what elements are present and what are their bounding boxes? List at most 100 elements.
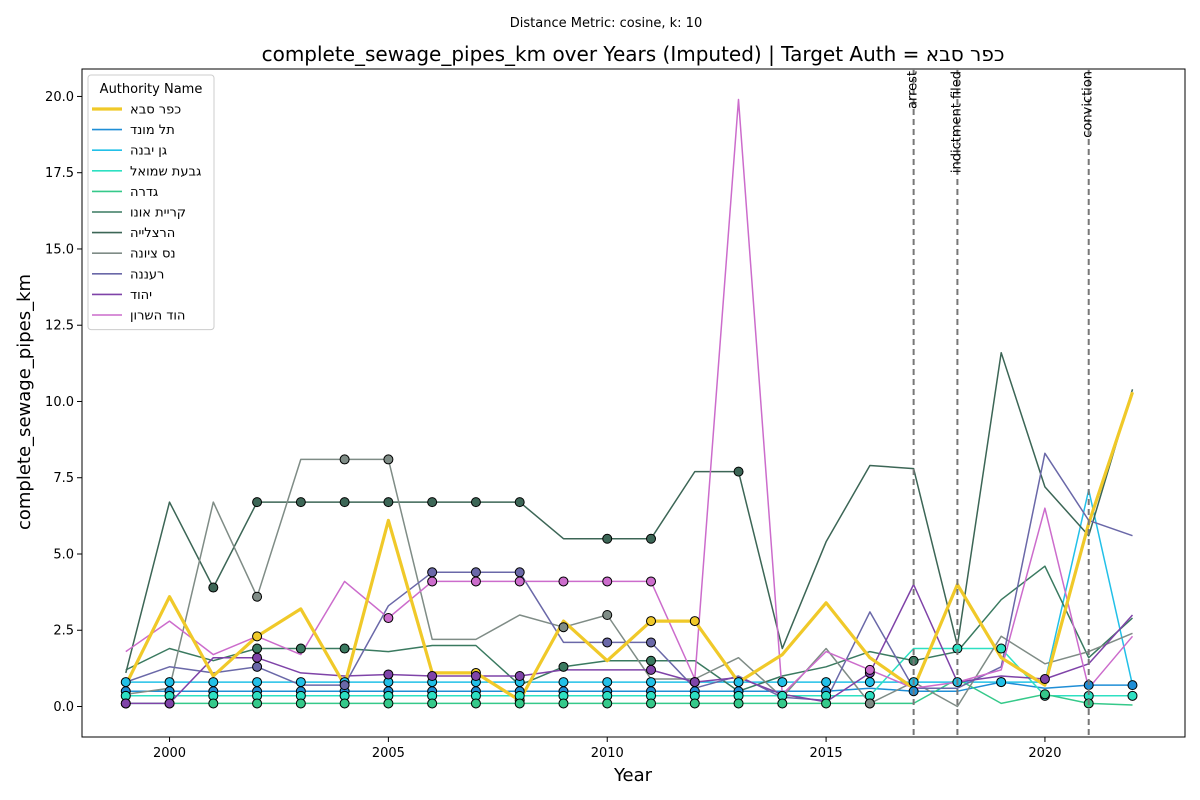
y-tick-label: 15.0: [45, 242, 74, 257]
imputed-point: [208, 698, 219, 709]
legend-entry: קריית אונו: [130, 206, 186, 221]
imputed-point: [470, 497, 481, 508]
imputed-point: [295, 497, 306, 508]
y-tick-label: 17.5: [45, 166, 74, 181]
legend-entry: גדרה: [130, 185, 158, 200]
legend-entry: נס ציונה: [130, 247, 176, 262]
event-label: arrest: [906, 71, 921, 109]
imputed-point: [733, 677, 744, 688]
imputed-point: [733, 698, 744, 709]
imputed-point: [646, 655, 657, 666]
imputed-point: [777, 677, 788, 688]
imputed-point: [427, 497, 438, 508]
legend-title: Authority Name: [100, 82, 203, 97]
series-line-11: [125, 98, 1134, 696]
legend-entry: הרצלייה: [130, 226, 175, 241]
series-line-6: [125, 565, 1134, 692]
imputed-point: [252, 661, 263, 672]
imputed-point: [602, 609, 613, 620]
legend-entry: כפר סבא: [130, 103, 181, 118]
imputed-point: [339, 698, 350, 709]
imputed-point: [821, 698, 832, 709]
chart-title: complete_sewage_pipes_km over Years (Imp…: [262, 42, 1005, 66]
plot-area: 2000 2005 2010 2015 2020 0.0 2.5 5.0 7.5 10.0 12.5…: [45, 68, 1186, 761]
imputed-point: [864, 664, 875, 675]
imputed-point: [689, 698, 700, 709]
y-tick-label: 2.5: [53, 624, 74, 639]
imputed-point: [295, 643, 306, 654]
imputed-point: [1039, 674, 1050, 685]
imputed-point: [602, 698, 613, 709]
imputed-point: [514, 670, 525, 681]
imputed-point: [646, 533, 657, 544]
imputed-point: [558, 698, 569, 709]
imputed-point: [427, 698, 438, 709]
event-label: indictment filed: [949, 71, 964, 173]
y-tick-label: 7.5: [53, 471, 74, 486]
imputed-point: [1127, 690, 1138, 701]
legend-entry: הוד השרון: [130, 309, 185, 324]
x-tick-label: 2000: [153, 746, 186, 761]
imputed-point: [646, 664, 657, 675]
imputed-point: [514, 497, 525, 508]
imputed-point: [864, 698, 875, 709]
imputed-point: [864, 677, 875, 688]
imputed-point: [295, 677, 306, 688]
imputed-point: [252, 643, 263, 654]
imputed-point: [120, 677, 131, 688]
imputed-point: [252, 497, 263, 508]
series-line-10: [125, 583, 1134, 705]
imputed-point: [996, 677, 1007, 688]
axes-frame: [81, 68, 1186, 738]
imputed-point: [208, 582, 219, 593]
x-tick-label: 2015: [810, 746, 843, 761]
imputed-point: [470, 670, 481, 681]
imputed-point: [558, 661, 569, 672]
y-axis-label: complete_sewage_pipes_km: [14, 274, 35, 530]
imputed-point: [777, 698, 788, 709]
imputed-point: [339, 497, 350, 508]
imputed-point: [164, 677, 175, 688]
imputed-point: [996, 643, 1007, 654]
imputed-point: [646, 677, 657, 688]
series-line-2: [125, 681, 1133, 692]
imputed-point: [646, 637, 657, 648]
imputed-point: [1039, 689, 1050, 700]
imputed-point: [470, 698, 481, 709]
imputed-point: [646, 576, 657, 587]
legend-entry: רעננה: [130, 267, 164, 282]
legend-entry: גבעת שמואל: [130, 164, 201, 179]
x-tick-label: 2010: [591, 746, 624, 761]
imputed-point: [1127, 680, 1138, 691]
imputed-point: [558, 576, 569, 587]
series-line-4: [125, 647, 1133, 697]
legend-box: [87, 74, 215, 331]
series-line-5: [125, 678, 1133, 706]
imputed-point: [689, 616, 700, 627]
event-label: conviction: [1081, 71, 1096, 138]
imputed-point: [602, 677, 613, 688]
imputed-point: [383, 698, 394, 709]
imputed-point: [602, 576, 613, 587]
imputed-point: [514, 698, 525, 709]
imputed-point: [339, 643, 350, 654]
x-tick-label: 2020: [1028, 746, 1061, 761]
imputed-point: [470, 567, 481, 578]
imputed-point: [252, 591, 263, 602]
imputed-point: [646, 698, 657, 709]
legend-entry: יהוד: [130, 288, 152, 303]
imputed-point: [646, 616, 657, 627]
imputed-point: [514, 576, 525, 587]
chart-suptitle: Distance Metric: cosine, k: 10: [510, 16, 702, 31]
legend-entry: תל מונד: [130, 123, 175, 138]
series-line-8: [125, 458, 1133, 708]
imputed-point: [252, 631, 263, 642]
x-tick-label: 2005: [372, 746, 405, 761]
imputed-point: [208, 677, 219, 688]
series-line-1: [124, 391, 1135, 703]
y-tick-label: 20.0: [45, 90, 74, 105]
imputed-point: [427, 576, 438, 587]
imputed-point: [470, 576, 481, 587]
y-tick-label: 0.0: [53, 700, 74, 715]
